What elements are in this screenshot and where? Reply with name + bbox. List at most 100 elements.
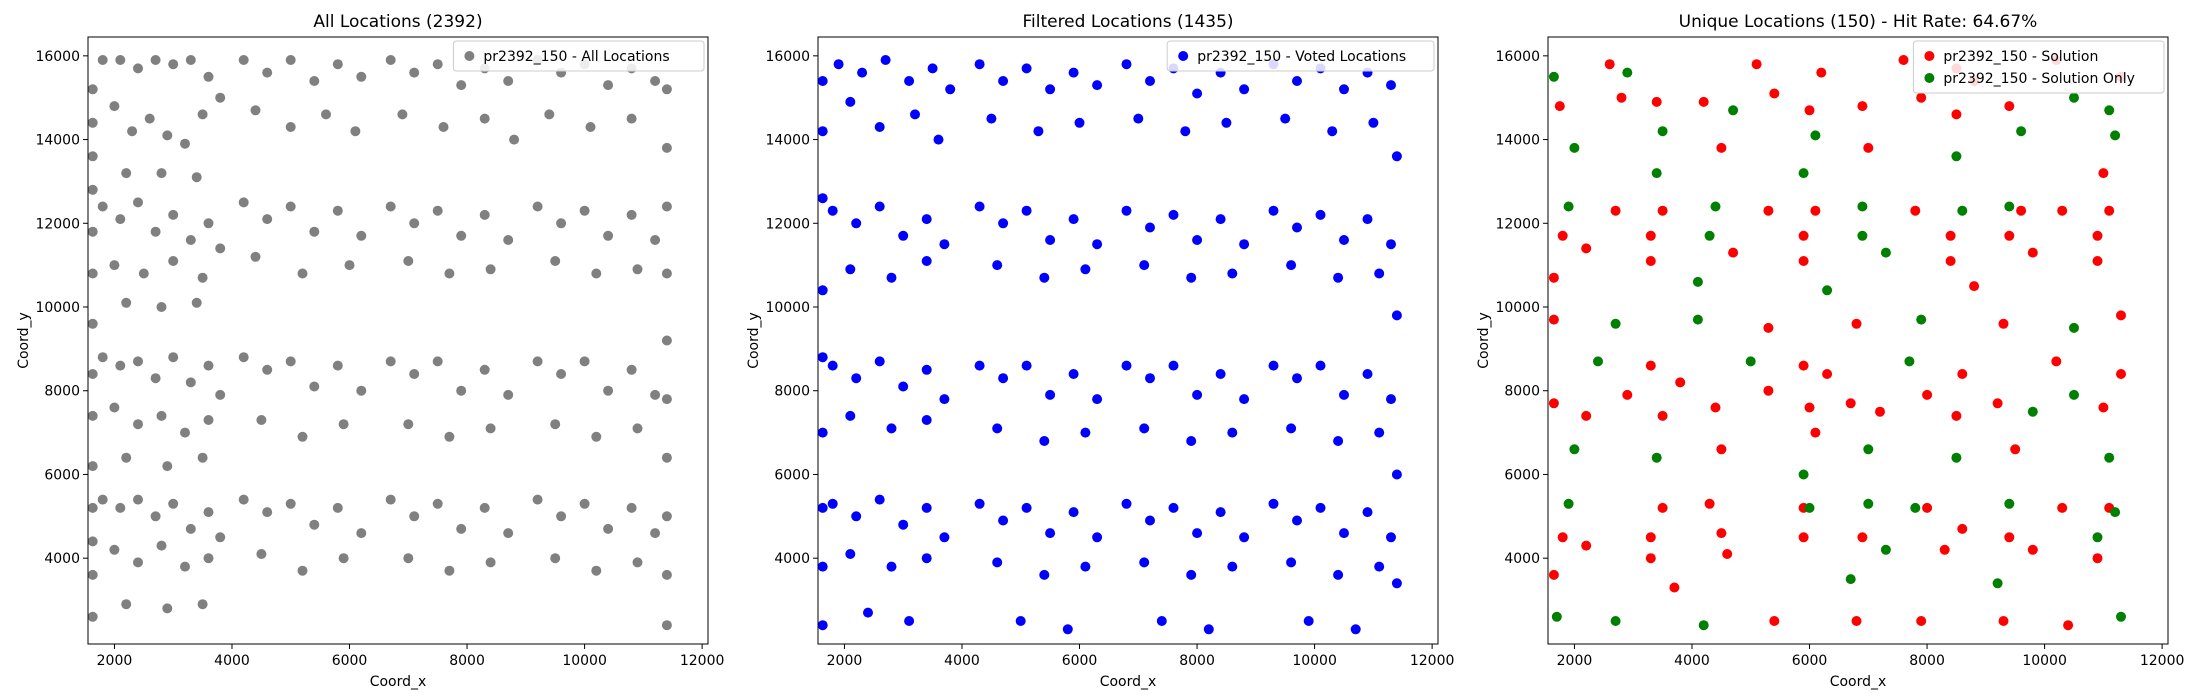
y-tick-label: 8000 (774, 384, 810, 400)
data-point (191, 172, 202, 183)
data-point (503, 235, 514, 245)
data-point (1798, 532, 1809, 543)
data-point (1192, 235, 1203, 245)
data-point (998, 218, 1009, 229)
y-tick-label: 10000 (35, 300, 80, 316)
data-point (1922, 502, 1933, 513)
x-tick-label: 4000 (1674, 653, 1710, 669)
data-point (1333, 569, 1344, 580)
data-point (197, 109, 208, 120)
data-point (444, 565, 455, 576)
data-point (1386, 394, 1396, 405)
data-point (1292, 222, 1302, 233)
data-point (921, 502, 932, 513)
data-point (1227, 427, 1238, 438)
data-point (591, 268, 602, 279)
data-point (1810, 427, 1821, 438)
y-tick-label: 16000 (35, 49, 80, 65)
data-point (1610, 616, 1621, 626)
data-point (661, 84, 672, 95)
data-point (817, 427, 828, 438)
data-point (87, 318, 98, 329)
data-point (1581, 540, 1592, 551)
data-point (650, 76, 661, 86)
data-point (1998, 616, 2009, 626)
data-point (1563, 498, 1574, 509)
data-point (485, 423, 496, 434)
data-point (992, 423, 1003, 434)
y-tick-label: 6000 (774, 467, 810, 483)
data-point (1704, 498, 1715, 509)
x-tick-label: 8000 (449, 653, 485, 669)
y-axis-label: Coord_y (1476, 312, 1492, 369)
data-point (1728, 105, 1739, 116)
data-point (1692, 314, 1703, 325)
data-point (1945, 256, 1956, 266)
data-point (456, 80, 467, 91)
data-point (579, 205, 590, 216)
data-point (2104, 105, 2115, 116)
data-point (1657, 502, 1668, 513)
data-point (1569, 142, 1580, 153)
data-point (2057, 205, 2068, 216)
data-point (1339, 235, 1349, 245)
data-point (827, 498, 838, 509)
data-point (1745, 356, 1756, 367)
data-point (626, 113, 637, 124)
data-point (1945, 230, 1956, 241)
data-point (1957, 369, 1968, 379)
data-point (1145, 515, 1155, 526)
legend-label: pr2392_150 - Voted Locations (1197, 49, 1406, 65)
data-point (579, 498, 590, 509)
data-point (403, 419, 414, 430)
data-point (215, 92, 226, 103)
data-point (1186, 272, 1197, 283)
data-point (1021, 205, 1032, 216)
data-point (974, 498, 985, 509)
data-point (97, 494, 108, 505)
data-point (1092, 80, 1103, 91)
data-point (1845, 398, 1856, 409)
chart-title: Unique Locations (150) - Hit Rate: 64.67… (1679, 12, 2038, 32)
data-point (297, 431, 308, 442)
data-point (898, 519, 909, 530)
data-point (1386, 239, 1396, 250)
legend-box (1912, 40, 2165, 94)
data-point (87, 611, 98, 622)
x-axis-label: Coord_x (1100, 674, 1157, 690)
data-point (1286, 260, 1297, 271)
data-point (661, 335, 672, 346)
data-point (2116, 611, 2126, 622)
data-point (479, 502, 490, 513)
data-point (661, 394, 672, 405)
x-tick-label: 6000 (332, 653, 368, 669)
data-point (250, 251, 261, 262)
data-point (168, 59, 179, 70)
data-point (817, 76, 828, 86)
data-point (87, 151, 98, 162)
y-tick-label: 8000 (44, 384, 80, 400)
data-point (1804, 402, 1815, 413)
data-point (409, 511, 420, 522)
data-point (1315, 502, 1326, 513)
data-point (945, 84, 956, 95)
data-point (921, 214, 932, 225)
data-point (2063, 620, 2074, 631)
data-point (845, 264, 856, 275)
data-point (939, 239, 950, 250)
data-point (1898, 55, 1909, 65)
y-axis-label: Coord_y (746, 312, 762, 369)
data-point (1904, 356, 1915, 367)
data-point (1092, 532, 1103, 543)
data-point (1386, 80, 1396, 91)
data-point (1292, 76, 1302, 86)
data-point (1910, 205, 1921, 216)
data-point (309, 381, 320, 392)
data-point (591, 431, 602, 442)
data-point (603, 80, 614, 91)
data-point (974, 59, 985, 70)
data-point (1121, 498, 1132, 509)
x-tick-label: 12000 (680, 653, 725, 669)
data-point (1203, 624, 1214, 635)
data-point (591, 565, 602, 576)
